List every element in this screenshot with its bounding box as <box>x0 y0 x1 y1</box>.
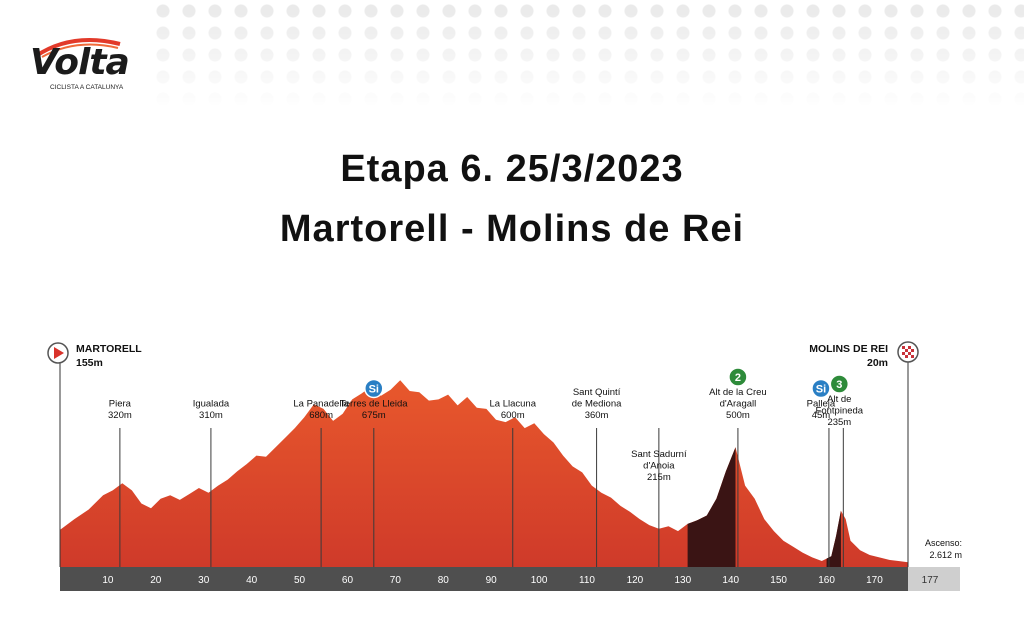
logo-subtitle: CICLISTA A CATALUNYA <box>50 84 124 91</box>
x-tick-label: 170 <box>866 575 883 586</box>
elevation-profile-area <box>60 380 908 567</box>
x-tick-label: 110 <box>579 575 595 586</box>
place-label-line-6-1: de Mediona <box>572 399 622 410</box>
sprint-badge-icon <box>364 378 384 399</box>
x-tick-label: 100 <box>531 575 548 586</box>
dotted-header-pattern <box>150 0 1024 110</box>
x-tick-label: 20 <box>150 575 162 586</box>
climb-segment-2 <box>826 510 841 567</box>
climb-category-badge <box>829 374 850 394</box>
place-label-line-5-0: La Llacuna <box>490 399 537 410</box>
badge-text-10: 3 <box>836 379 842 391</box>
place-label-line-7-1: d'Anoia <box>643 461 675 472</box>
volta-logo: Volta CICLISTA A CATALUNYA <box>30 36 140 98</box>
x-tick-label: 130 <box>674 575 691 586</box>
place-label-line-8-2: 500m <box>726 410 750 421</box>
finish-checker-cell <box>902 352 905 355</box>
place-label-line-6-0: Sant Quintí <box>573 387 621 398</box>
x-tick-label: 160 <box>818 575 835 586</box>
place-label-line-2-1: 310m <box>199 410 223 421</box>
x-tick-label: 40 <box>246 575 258 586</box>
route-title: Martorell - Molins de Rei <box>279 208 745 250</box>
finish-label-line-0: MOLINS DE REI <box>809 343 888 355</box>
finish-checker-cell <box>905 355 908 358</box>
km-axis-end-box <box>908 567 960 591</box>
x-tick-label: 120 <box>627 575 644 586</box>
badge-text-4: Si <box>369 384 379 396</box>
place-label-line-4-1: 675m <box>362 410 386 421</box>
finish-label-line-1: 20m <box>867 357 888 369</box>
place-label-line-7-0: Sant Sadurní <box>631 449 687 460</box>
x-tick-label: 80 <box>438 575 450 586</box>
sprint-badge-icon <box>811 378 831 399</box>
badge-text-8: 2 <box>735 372 741 384</box>
x-tick-label: 90 <box>486 575 498 586</box>
badge-text-9: Si <box>816 384 826 396</box>
climb-segment-1 <box>687 447 736 567</box>
place-label-line-9-1: 45m <box>812 410 831 421</box>
x-tick-label: 50 <box>294 575 306 586</box>
km-axis-bar <box>60 567 908 591</box>
logo-swoosh-icon <box>34 38 121 58</box>
place-label-line-1-1: 320m <box>108 410 132 421</box>
logo-word: Volta <box>30 42 130 83</box>
x-tick-label: 60 <box>342 575 354 586</box>
finish-checker-cell <box>911 355 914 358</box>
place-label-line-4-0: Terres de Lleida <box>340 399 408 410</box>
place-label-line-10-2: 235m <box>827 417 851 428</box>
place-label-line-6-2: 360m <box>585 410 609 421</box>
start-label-line-1: 155m <box>76 357 103 369</box>
place-label-line-3-1: 680m <box>309 410 333 421</box>
x-tick-label: 30 <box>198 575 210 586</box>
ascent-summary-value: 2.612 m <box>929 550 962 560</box>
place-label-line-8-1: d'Aragall <box>720 399 757 410</box>
x-tick-label: 70 <box>390 575 402 586</box>
place-label-line-5-1: 600m <box>501 410 525 421</box>
finish-checker-cell <box>902 346 905 349</box>
ascent-summary-label: Ascenso: <box>925 538 962 548</box>
x-end-label: 177 <box>922 575 939 586</box>
x-tick-label: 140 <box>722 575 739 586</box>
place-label-line-7-2: 215m <box>647 472 671 483</box>
finish-checker-cell <box>908 352 911 355</box>
finish-checker-cell <box>905 349 908 352</box>
x-tick-label: 10 <box>102 575 114 586</box>
place-label-line-2-0: Igualada <box>193 399 230 410</box>
climb-category-badge <box>728 367 748 387</box>
place-label-line-10-0: Alt de <box>827 394 851 405</box>
place-label-line-8-0: Alt de la Creu <box>709 387 767 398</box>
stage-title: Etapa 6. 25/3/2023 <box>340 148 684 190</box>
place-label-line-1-0: Piera <box>109 399 132 410</box>
start-label-line-0: MARTORELL <box>76 343 142 355</box>
x-tick-label: 150 <box>770 575 787 586</box>
place-label-line-3-0: La Panadella <box>293 399 349 410</box>
finish-checker-cell <box>908 346 911 349</box>
place-label-line-10-1: Fontpineda <box>816 406 864 417</box>
place-label-line-9-0: Pallejà <box>807 399 836 410</box>
stage-profile-chart: 10 20 30 40 50 60 70 80 90 100 110 120 130 140 150 160 1… <box>47 341 962 591</box>
start-flag-icon <box>54 347 64 359</box>
finish-checker-cell <box>911 349 914 352</box>
